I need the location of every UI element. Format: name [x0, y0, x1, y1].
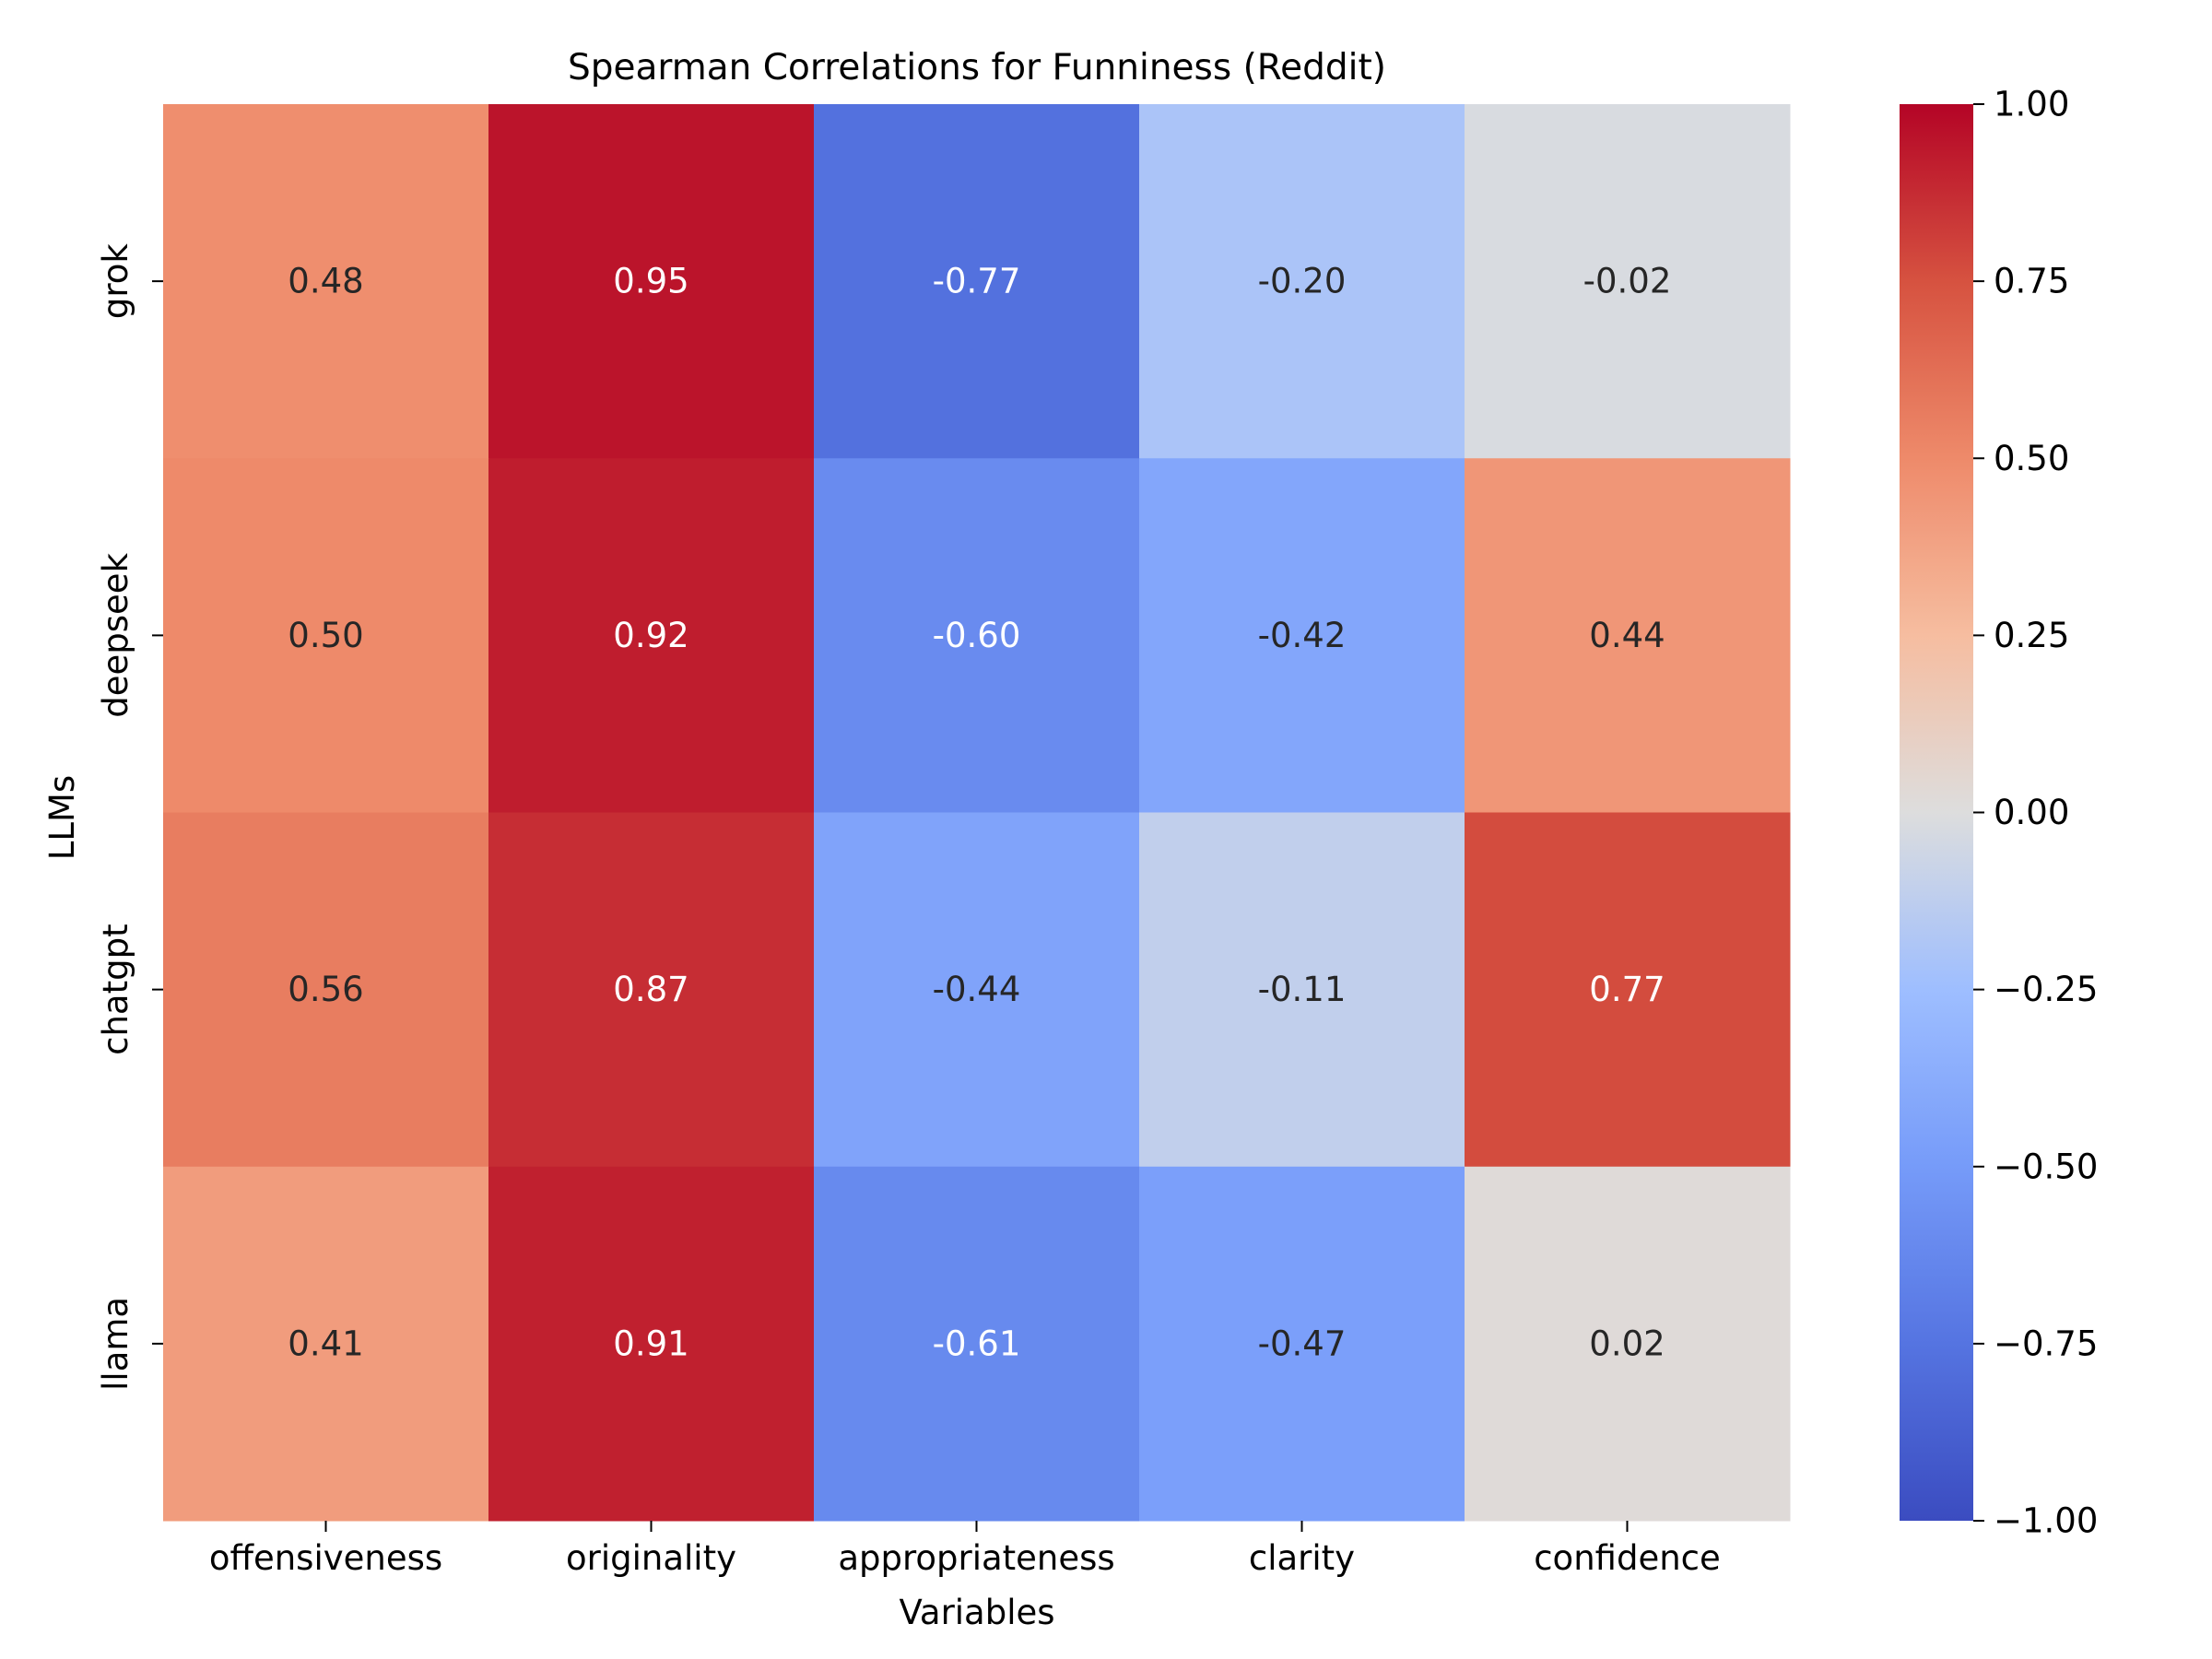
cell-value-label: -0.44 [933, 970, 1021, 1009]
colorbar-tick-label: −1.00 [1994, 1501, 2098, 1541]
colorbar-tick-label: 0.50 [1994, 439, 2069, 478]
colorbar-tick-label: 0.75 [1994, 262, 2069, 301]
colorbar: 1.00 0.75 0.50 0.25 0.00 −0.25 −0.50 −0.75 −1.00 [1900, 85, 2098, 1541]
cell-value-label: -0.42 [1258, 616, 1347, 655]
heatmap-cell [1139, 812, 1465, 1168]
heatmap-cell [1465, 104, 1791, 459]
heatmap-cell [1465, 458, 1791, 813]
chart-title: Spearman Correlations for Funniness (Red… [568, 47, 1386, 88]
cell-value-label: 0.87 [613, 970, 688, 1009]
cell-value-label: -0.02 [1583, 262, 1672, 301]
heatmap-cell [1139, 458, 1465, 813]
colorbar-tick-label: 0.00 [1994, 793, 2069, 832]
y-tick-label: grok [96, 243, 135, 320]
colorbar-tick-label: 1.00 [1994, 85, 2069, 124]
x-tick-label: appropriateness [838, 1538, 1114, 1578]
y-tick-label: deepseek [96, 552, 135, 717]
x-tick-label: clarity [1249, 1538, 1355, 1578]
cell-value-label: 0.95 [613, 262, 688, 301]
cell-value-label: -0.20 [1258, 262, 1347, 301]
cell-value-label: 0.41 [288, 1324, 363, 1363]
heatmap-cell [814, 458, 1140, 813]
heatmap-cell [814, 104, 1140, 459]
heatmap-cell [1465, 812, 1791, 1168]
cell-value-label: 0.02 [1589, 1324, 1665, 1363]
heatmap-cell [1465, 1166, 1791, 1522]
cell-value-label: 0.92 [613, 616, 688, 655]
cell-value-label: 0.48 [288, 262, 363, 301]
x-axis-label: Variables [899, 1593, 1054, 1632]
x-axis: offensiveness originality appropriateness c… [209, 1521, 1721, 1578]
cell-value-label: 0.50 [288, 616, 363, 655]
heatmap-cell [488, 1166, 815, 1522]
heatmap-cell [163, 104, 489, 459]
heatmap-cell [814, 812, 1140, 1168]
x-tick-label: offensiveness [209, 1538, 442, 1578]
heatmap-cell [163, 812, 489, 1168]
heatmap-cell [488, 104, 815, 459]
colorbar-tick-label: −0.25 [1994, 970, 2098, 1009]
heatmap-cell [488, 812, 815, 1168]
x-tick-label: originality [566, 1538, 736, 1578]
cell-value-label: 0.44 [1589, 616, 1665, 655]
colorbar-gradient [1900, 104, 1973, 1521]
cell-value-label: -0.60 [933, 616, 1021, 655]
cell-value-label: 0.56 [288, 970, 363, 1009]
cell-value-label: -0.61 [933, 1324, 1021, 1363]
colorbar-tick-label: 0.25 [1994, 616, 2069, 655]
heatmap-cells: 0.48 0.95 -0.77 -0.20 -0.02 0.50 0.92 -0.60 -0.4… [163, 104, 1791, 1522]
cell-value-label: -0.47 [1258, 1324, 1347, 1363]
colorbar-tick-label: −0.75 [1994, 1324, 2098, 1363]
cell-value-label: 0.91 [613, 1324, 688, 1363]
y-axis-label: LLMs [42, 775, 82, 860]
colorbar-tick-label: −0.50 [1994, 1147, 2098, 1186]
x-tick-label: confidence [1534, 1538, 1721, 1578]
y-tick-label: llama [96, 1297, 135, 1391]
cell-value-label: -0.11 [1258, 970, 1347, 1009]
heatmap-cell [1139, 1166, 1465, 1522]
heatmap-cell [814, 1166, 1140, 1522]
y-axis: grok deepseek chatgpt llama [96, 243, 163, 1391]
cell-value-label: 0.77 [1589, 970, 1665, 1009]
heatmap-cell [488, 458, 815, 813]
y-tick-label: chatgpt [96, 924, 135, 1054]
heatmap-cell [163, 1166, 489, 1522]
heatmap-cell [1139, 104, 1465, 459]
heatmap-cell [163, 458, 489, 813]
cell-value-label: -0.77 [933, 262, 1021, 301]
